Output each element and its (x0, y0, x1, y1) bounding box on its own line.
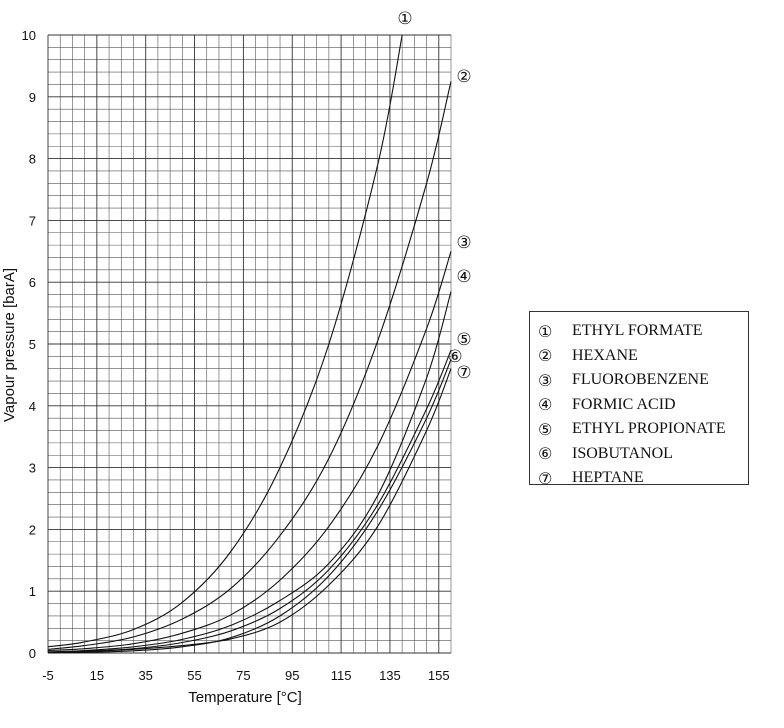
legend-marker: ① (538, 321, 553, 341)
x-tick-label: 15 (90, 668, 104, 683)
series-line-2 (47, 81, 452, 650)
y-tick-labels: 0 1 2 3 4 5 6 7 8 9 10 (22, 28, 36, 661)
series-markers: ① ② ③ ④ ⑤⑥⑦ (397, 9, 471, 383)
legend-entry: ⑤ ETHYL PROPIONATE (538, 417, 748, 442)
series-line-4 (47, 291, 452, 653)
legend-entry: ① ETHYL FORMATE (538, 319, 748, 344)
series-line-3 (47, 251, 452, 652)
y-tick-label: 7 (29, 213, 36, 228)
x-tick-label: 155 (428, 668, 450, 683)
legend-label: HEXANE (572, 346, 638, 364)
y-tick-label: 3 (29, 461, 36, 476)
series-line-5 (47, 349, 452, 653)
x-tick-label: 115 (331, 668, 352, 683)
y-tick-label: 1 (29, 584, 36, 599)
series-line-1 (47, 34, 403, 648)
x-tick-label: -5 (42, 668, 54, 683)
y-tick-label: 4 (29, 399, 36, 414)
legend-marker: ⑦ (538, 468, 553, 488)
legend-marker: ③ (538, 370, 553, 390)
legend-entry: ② HEXANE (538, 344, 748, 369)
y-tick-label: 8 (29, 152, 36, 167)
y-axis-title: Vapour pressure [barA] (1, 268, 18, 422)
legend-label: HEPTANE (572, 469, 644, 487)
series-lines (47, 34, 452, 654)
legend-marker: ② (538, 346, 553, 366)
legend-marker: ⑥ (538, 444, 553, 464)
legend-entry: ④ FORMIC ACID (538, 393, 748, 418)
legend-label: ETHYL PROPIONATE (572, 420, 726, 438)
series-marker-1: ① (397, 9, 412, 29)
legend-marker: ④ (538, 395, 553, 415)
legend-entry: ③ FLUOROBENZENE (538, 368, 748, 393)
x-tick-label: 75 (236, 668, 250, 683)
x-tick-label: 35 (138, 668, 152, 683)
legend-label: FLUOROBENZENE (572, 371, 709, 389)
legend-entry: ⑦ HEPTANE (538, 466, 748, 491)
x-tick-labels: -5 15 35 55 75 95 115 135 155 (42, 668, 449, 683)
series-marker-6: ⑥ (447, 347, 462, 367)
grid-major (47, 34, 451, 654)
y-tick-label: 6 (29, 275, 36, 290)
legend: ① ETHYL FORMATE ② HEXANE ③ FLUOROBENZENE ④ FORM… (529, 311, 749, 488)
series-line-6 (47, 359, 452, 654)
x-tick-label: 55 (187, 668, 201, 683)
y-tick-label: 0 (29, 646, 36, 661)
x-tick-label: 95 (285, 668, 299, 683)
legend-marker: ⑤ (538, 419, 553, 439)
y-tick-label: 2 (29, 522, 36, 537)
y-tick-label: 5 (29, 337, 36, 352)
legend-label: ETHYL FORMATE (572, 322, 703, 340)
y-tick-label: 9 (29, 90, 36, 105)
legend-label: ISOBUTANOL (572, 444, 673, 462)
x-axis-title: Temperature [°C] (188, 689, 302, 706)
series-marker-4: ④ (456, 267, 471, 287)
legend-entry: ⑥ ISOBUTANOL (538, 442, 748, 467)
series-marker-5: ⑤ (456, 330, 471, 350)
series-marker-3: ③ (456, 233, 471, 253)
legend-label: FORMIC ACID (572, 395, 676, 413)
series-line-7 (47, 368, 452, 653)
series-marker-2: ② (456, 67, 471, 87)
series-marker-7: ⑦ (456, 363, 471, 383)
x-tick-label: 135 (379, 668, 401, 683)
y-tick-label: 10 (22, 28, 36, 43)
